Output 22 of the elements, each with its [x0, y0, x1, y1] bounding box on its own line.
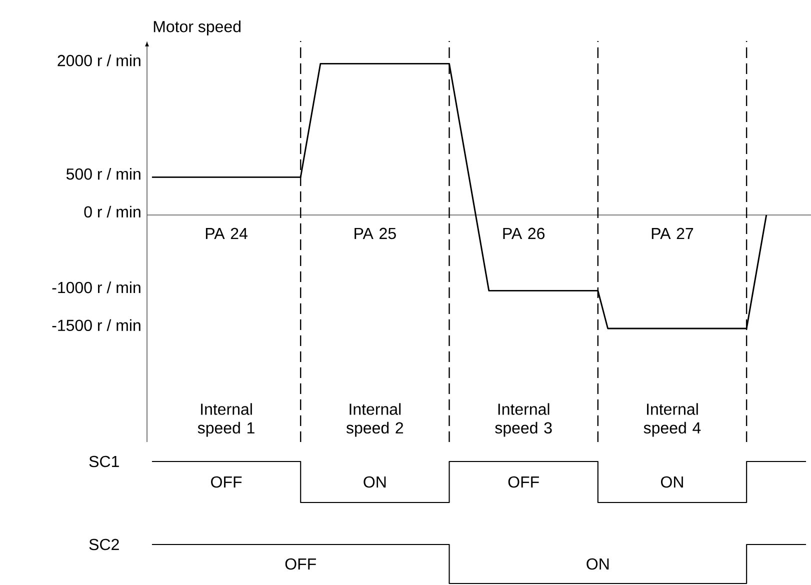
annotation: PA 26	[503, 228, 545, 240]
annotation: OFF	[211, 476, 242, 488]
annotation: Internal speed 2	[346, 403, 404, 437]
annotation: ON	[660, 476, 683, 488]
y-tick-label: 0 r / min	[84, 206, 140, 218]
annotation: ON	[586, 558, 609, 570]
y-tick-label: 2000 r / min	[58, 54, 140, 66]
y-axis-title: SC1	[89, 456, 119, 468]
annotation: Internal speed 3	[495, 403, 552, 437]
annotation: Internal speed 4	[644, 403, 701, 437]
annotation: PA 24	[206, 228, 248, 240]
annotation: PA 25	[354, 228, 396, 240]
y-tick-label: -1000 r / min	[52, 281, 140, 294]
annotation: OFF	[285, 558, 316, 570]
annotation: PA 27	[652, 228, 694, 240]
annotation: Internal speed 1	[198, 403, 254, 437]
y-tick-label: -1500 r / min	[52, 319, 140, 332]
annotation: OFF	[508, 476, 539, 488]
annotation: ON	[364, 476, 386, 488]
y-tick-label: 500 r / min	[66, 168, 140, 180]
y-axis-title: Motor speed	[154, 20, 240, 36]
y-axis-title: SC2	[89, 538, 119, 550]
